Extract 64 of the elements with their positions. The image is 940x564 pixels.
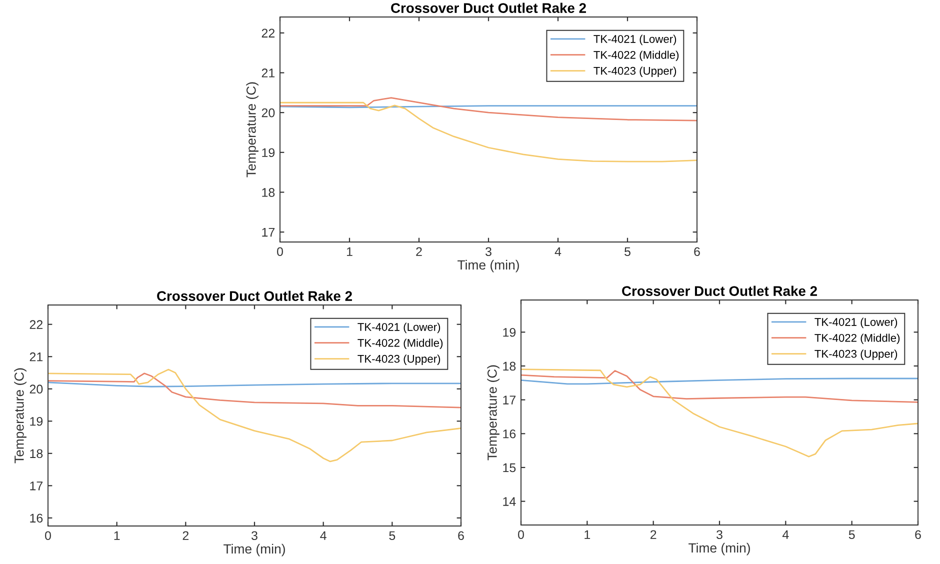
y-tick-label: 22 [262,28,275,38]
y-tick-label: 22 [30,320,43,329]
legend-label: TK-4022 (Middle) [358,338,443,350]
legend-label: TK-4021 (Lower) [814,318,898,328]
y-tick-label: 17 [262,228,275,237]
y-tick-label: 20 [262,108,275,118]
y-tick-label: 18 [30,449,43,458]
x-axis-title: Time (min) [224,544,285,556]
x-tick-label: 5 [389,531,396,540]
x-tick-label: 4 [782,530,789,539]
line-series [48,372,461,408]
y-axis-title: Temperature (C) [487,365,500,460]
line-series [280,97,697,122]
y-tick-label: 21 [30,352,43,362]
legend-label: TK-4021 (Lower) [358,322,440,334]
chart-title: Crossover Duct Outlet Rake 2 [391,2,586,13]
x-tick-label: 5 [624,247,630,256]
x-tick-label: 2 [182,531,189,540]
y-tick-label: 18 [262,188,275,197]
y-tick-label: 16 [503,429,516,438]
legend-label: TK-4023 (Upper) [358,354,440,365]
chart-title: Crossover Duct Outlet Rake 2 [622,286,817,296]
x-axis-title: Time (min) [458,260,519,272]
x-tick-label: 4 [320,531,326,540]
y-tick-label: 19 [30,416,43,426]
y-tick-label: 17 [30,482,43,490]
legend-label: TK-4023 (Upper) [594,66,676,77]
x-tick-label: 3 [716,530,722,540]
y-tick-label: 19 [262,148,275,158]
x-tick-label: 0 [277,247,283,256]
y-axis-title: Temperature (C) [14,368,26,464]
x-tick-label: 0 [45,531,51,540]
legend-label: TK-4022 (Middle) [814,334,900,344]
x-axis-title: Time (min) [688,542,750,556]
x-tick-label: 3 [252,531,258,540]
x-tick-label: 2 [416,247,422,256]
x-tick-label: 4 [554,247,562,256]
x-tick-label: 2 [650,530,656,539]
y-tick-label: 18 [503,362,516,371]
legend-label: TK-4021 (Lower) [594,34,676,46]
x-tick-label: 6 [694,247,700,256]
line-series [521,368,918,458]
y-tick-label: 17 [503,396,516,404]
y-tick-label: 21 [262,68,275,78]
x-tick-label: 1 [584,530,590,539]
legend-label: TK-4023 (Upper) [814,350,898,360]
x-tick-label: 0 [518,530,524,540]
y-tick-label: 14 [503,497,516,506]
chart-title: Crossover Duct Outlet Rake 2 [157,290,352,301]
x-tick-label: 6 [915,530,921,540]
line-series [521,370,918,403]
y-axis-title: Temperature (C) [246,82,258,178]
legend-label: TK-4022 (Middle) [594,50,679,62]
x-tick-label: 3 [486,247,492,256]
line-series [48,368,461,462]
x-tick-label: 5 [848,530,855,540]
x-tick-label: 1 [346,247,352,256]
x-tick-label: 6 [458,531,464,540]
x-tick-label: 1 [114,531,120,540]
y-tick-label: 16 [30,514,43,523]
y-tick-label: 20 [30,384,43,394]
y-tick-label: 19 [503,328,516,337]
line-series [280,102,697,162]
y-tick-label: 15 [503,463,516,472]
